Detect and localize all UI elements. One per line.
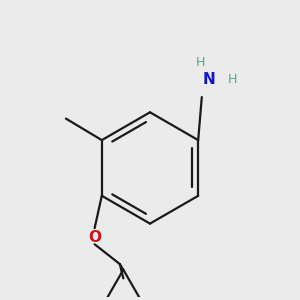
Text: N: N	[202, 72, 215, 87]
Text: O: O	[88, 230, 101, 244]
Text: H: H	[228, 73, 237, 85]
Text: H: H	[195, 56, 205, 69]
